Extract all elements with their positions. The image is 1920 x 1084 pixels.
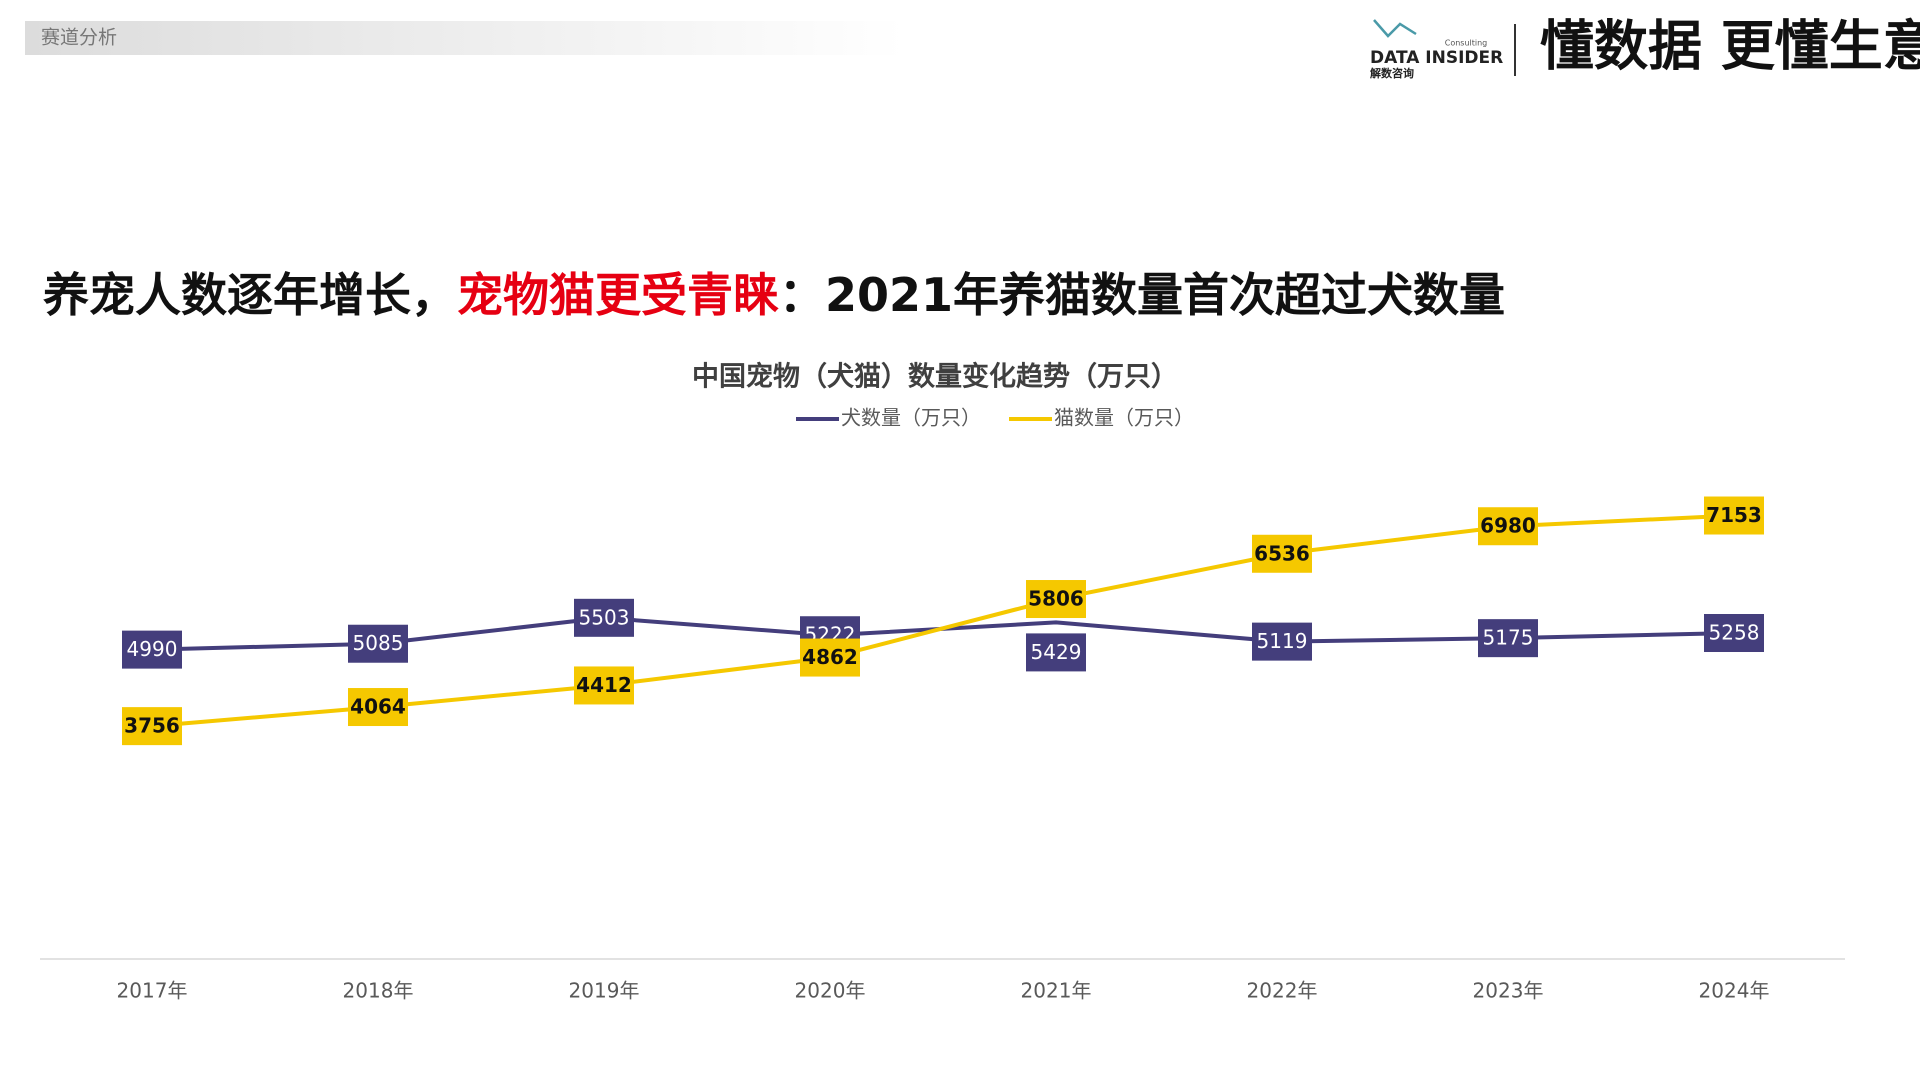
x-tick-label: 2021年	[1021, 979, 1092, 1003]
data-label: 5806	[1028, 587, 1084, 611]
data-label: 5175	[1483, 626, 1534, 650]
section-label: 赛道分析	[41, 27, 117, 49]
x-tick-label: 2023年	[1473, 979, 1544, 1003]
logo-cn: 解数咨询	[1370, 66, 1414, 80]
data-label: 3756	[124, 714, 180, 738]
headline-part: 养宠人数逐年增长，	[43, 268, 457, 322]
headline: 养宠人数逐年增长，宠物猫更受青睐：2021年养猫数量首次超过犬数量	[43, 268, 1505, 322]
x-tick-label: 2022年	[1247, 979, 1318, 1003]
data-label: 5503	[579, 605, 630, 629]
data-label-box	[1478, 507, 1538, 546]
series-line	[151, 513, 1735, 729]
chart-title: 中国宠物（犬猫）数量变化趋势（万只）	[692, 361, 1178, 393]
data-label: 6536	[1254, 541, 1310, 565]
legend-label: 犬数量（万只）	[841, 406, 981, 430]
data-label: 4990	[127, 637, 178, 661]
logo-text: DATA INSIDER	[1370, 48, 1503, 68]
legend-label: 猫数量（万只）	[1054, 406, 1194, 430]
x-tick-label: 2018年	[343, 979, 414, 1003]
data-label-box	[1478, 619, 1538, 658]
headline-highlight: 宠物猫更受青睐	[457, 268, 779, 322]
data-label: 4862	[802, 645, 858, 669]
data-label-box	[800, 638, 860, 677]
data-label: 5258	[1709, 621, 1760, 645]
data-label-box	[1026, 580, 1086, 619]
data-label: 5119	[1257, 629, 1308, 653]
x-tick-label: 2017年	[117, 979, 188, 1003]
data-label: 4412	[576, 673, 632, 697]
data-label-box	[1252, 534, 1312, 573]
data-label-box	[348, 688, 408, 727]
data-label: 5429	[1031, 640, 1082, 664]
data-label-box	[1026, 633, 1086, 672]
slogan: 懂数据 更懂生意	[1540, 15, 1920, 78]
data-label-box	[122, 707, 182, 746]
headline-part: ：2021年养猫数量首次超过犬数量	[779, 268, 1505, 322]
data-label: 4064	[350, 695, 406, 719]
data-label-box	[1704, 614, 1764, 653]
x-tick-label: 2024年	[1699, 979, 1770, 1003]
data-label: 5085	[353, 631, 404, 655]
data-label-box	[574, 666, 634, 705]
data-label-box	[348, 624, 408, 663]
data-label: 7153	[1706, 503, 1762, 527]
x-tick-label: 2020年	[795, 979, 866, 1003]
x-tick-label: 2019年	[569, 979, 640, 1003]
logo-sub: Consulting	[1445, 39, 1488, 48]
data-label-box	[1252, 622, 1312, 661]
data-label-box	[122, 630, 182, 669]
data-label-box	[574, 598, 634, 637]
section-bar	[25, 21, 905, 55]
logo-mark	[1373, 19, 1417, 38]
data-label-box	[1704, 496, 1764, 535]
data-label: 6980	[1480, 514, 1536, 538]
